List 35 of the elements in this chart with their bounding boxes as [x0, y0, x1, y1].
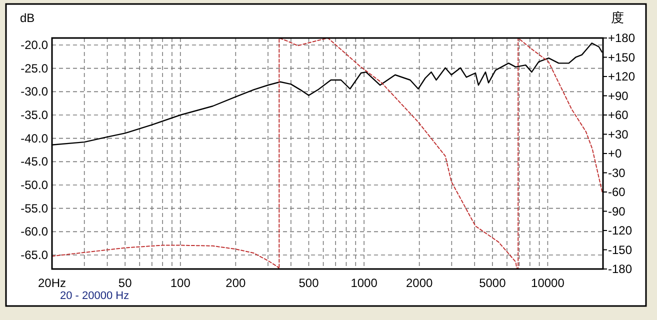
y-tick-label: -40.0	[20, 131, 48, 146]
x-tick-label: 10000	[531, 276, 565, 290]
y2-tick-label: -60	[608, 185, 626, 199]
y-tick-label: -55.0	[20, 201, 48, 216]
y2-tick-label: +180	[608, 31, 636, 45]
x-tick-label: 200	[226, 276, 246, 290]
y2-tick-label: +90	[608, 88, 629, 103]
y-tick-label: -35.0	[20, 108, 48, 122]
y2-tick-label: -150	[608, 242, 632, 257]
x-tick-label: 100	[170, 276, 191, 290]
text: 20 - 20000 Hz	[60, 290, 130, 302]
y2-tick-label: -90	[608, 204, 626, 218]
y2-tick-label: +120	[608, 70, 636, 84]
y2-tick-label: +0	[608, 146, 622, 160]
y-tick-label: -30.0	[20, 84, 48, 99]
y-axis-title: dB	[20, 11, 35, 25]
x-tick-label: 2000	[406, 276, 434, 290]
y-tick-label: -50.0	[20, 178, 48, 192]
x-tick-label: 20Hz	[38, 276, 66, 290]
y-tick-label: -60.0	[20, 224, 48, 239]
x-tick-label: 500	[298, 276, 320, 290]
y2-tick-label: +30	[608, 127, 629, 142]
y-tick-label: -25.0	[20, 61, 48, 76]
y2-tick-label: -30	[608, 166, 626, 180]
y-tick-label: -65.0	[20, 248, 48, 262]
x-tick-label: 1000	[350, 276, 378, 290]
y2-tick-label: +150	[608, 50, 636, 64]
x-tick-label: 5000	[479, 276, 506, 290]
y2-axis-title: 度	[611, 10, 624, 25]
y2-tick-label: -180	[608, 262, 632, 276]
y-tick-label: -20.0	[20, 38, 48, 52]
y2-tick-label: -120	[608, 224, 632, 238]
y2-tick-label: +60	[608, 108, 629, 122]
x-tick-label: 50	[118, 276, 132, 290]
y-tick-label: -45.0	[20, 154, 48, 169]
